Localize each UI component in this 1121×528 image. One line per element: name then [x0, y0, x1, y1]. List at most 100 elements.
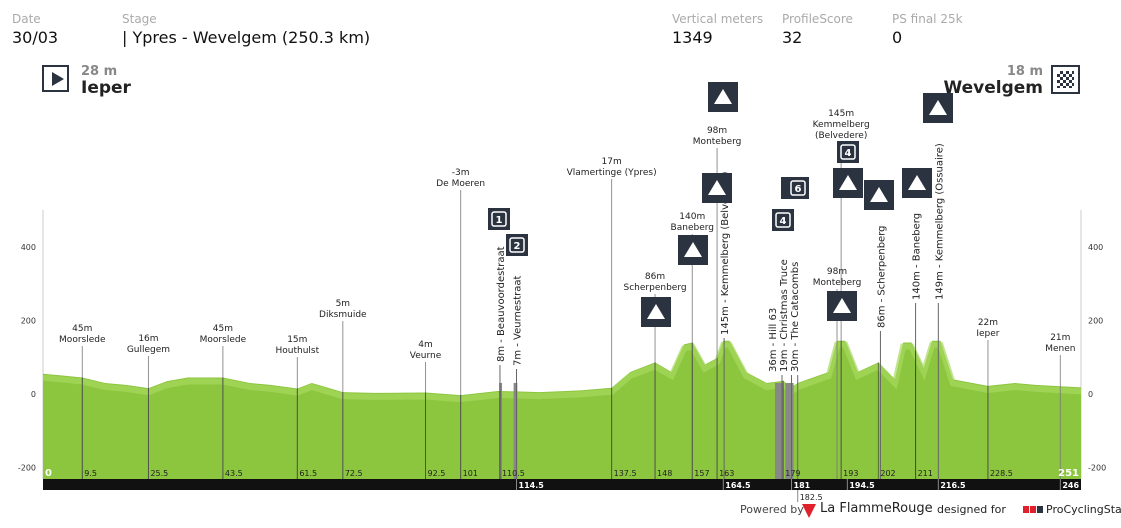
sector-box [787, 177, 809, 199]
finish-info: 18 m Wevelgem [943, 64, 1043, 97]
flammerouge-logo-icon [802, 504, 816, 518]
checkered-flag-icon [1051, 65, 1080, 94]
climb-label: 8m - Beauvoordestraat [496, 246, 507, 362]
finish-elev: 18 m [1006, 64, 1043, 79]
waypoint-name: Veurne [410, 351, 442, 361]
sector-box-frame [491, 211, 507, 227]
waypoint-elev: 5m [336, 299, 351, 309]
waypoint-name: Moorslede [200, 335, 247, 345]
mountain-icon-glyph [870, 187, 888, 202]
mountain-icon-glyph [647, 304, 665, 319]
km-label: 114.5 [519, 481, 545, 490]
waypoint-name: Kemmelberg [813, 120, 870, 130]
km-label: 61.5 [299, 469, 317, 478]
mountain-icon-glyph [684, 242, 702, 257]
waypoint-elev: 16m [138, 334, 158, 344]
waypoint-name: (Belvedere) [815, 131, 867, 141]
sector-box [506, 234, 528, 256]
y-tick-label: 200 [21, 317, 36, 326]
stage-value: | Ypres - Wevelgem (250.3 km) [122, 28, 371, 47]
km-label: 92.5 [428, 469, 446, 478]
start-elev: 28 m [81, 64, 118, 79]
waypoint-elev: 22m [978, 318, 998, 328]
vm-value: 1349 [672, 28, 713, 47]
km-label: 148 [657, 469, 672, 478]
pcs-logo-icon [1023, 506, 1043, 513]
profile-highlight [42, 341, 1082, 403]
y-tick-label: -200 [18, 464, 36, 473]
km-label: 181 [794, 481, 811, 490]
ps25-label: PS final 25k [892, 12, 963, 26]
waypoint-elev: -3m [452, 168, 470, 178]
km-label: 101 [463, 469, 478, 478]
climb-label: 19m - Christmas Truce [779, 259, 790, 372]
km-label: 246 [1062, 481, 1079, 490]
sector-number: 1 [496, 215, 503, 226]
km-label: 202 [880, 469, 895, 478]
ps25-value: 0 [892, 28, 903, 47]
date-value: 30/03 [12, 28, 59, 47]
date-label: Date [12, 12, 41, 26]
km-label: 0 [45, 468, 52, 479]
km-label: 110.5 [502, 469, 525, 478]
sector-number: 6 [795, 184, 802, 195]
sector-box-frame [790, 180, 806, 196]
km-label: 194.5 [849, 481, 875, 490]
stage-label: Stage [122, 12, 157, 26]
km-label: 164.5 [725, 481, 751, 490]
km-label: 9.5 [84, 469, 97, 478]
km-label: 228.5 [990, 469, 1013, 478]
date-field: Date 30/03 [12, 12, 58, 47]
sector-box [772, 209, 794, 231]
waypoint-name: Houthulst [276, 346, 320, 356]
mountain-icon-glyph [714, 89, 732, 104]
profile-area [43, 340, 1081, 479]
y-tick-label: 400 [1088, 243, 1103, 252]
climb-label: 7m - Veurnestraat [513, 275, 524, 366]
sector-box-frame [775, 212, 791, 228]
ps-label: ProfileScore [782, 12, 853, 26]
waypoint-elev: 21m [1050, 333, 1070, 343]
y-tick-label: -200 [1088, 464, 1106, 473]
y-tick-label: 400 [21, 243, 36, 252]
sector-box [488, 208, 510, 230]
km-label: 163 [719, 469, 734, 478]
km-label: 193 [843, 469, 858, 478]
km-label: 179 [785, 469, 800, 478]
km-bar [43, 479, 1081, 490]
sector-number: 2 [514, 241, 521, 252]
mountain-icon-glyph [839, 175, 857, 190]
climb-label: 36m - Hill 63 [768, 308, 779, 372]
waypoint-name: Ieper [976, 329, 999, 339]
flammerouge-brand[interactable]: La FlammeRouge [820, 501, 933, 516]
waypoint-name: Baneberg [671, 223, 714, 233]
sector-number: 4 [780, 216, 787, 227]
waypoint-name: Vlamertinge (Ypres) [567, 168, 657, 178]
ps-value: 32 [782, 28, 803, 47]
vertical-meters-field: Vertical meters 1349 [672, 12, 763, 47]
mountain-icon-glyph [908, 175, 926, 190]
cobble-sector [774, 382, 784, 479]
climb-label: 145m - Kemmelberg (Belvedere) [720, 171, 731, 335]
cobble-sector [499, 382, 503, 479]
pcs-brand[interactable]: ProCyclingStats [1046, 503, 1121, 516]
waypoint-elev: 4m [418, 340, 433, 350]
waypoint-elev: 98m [707, 126, 727, 136]
km-label: 72.5 [345, 469, 363, 478]
climb-label: 140m - Baneberg [912, 213, 923, 300]
km-label: 182.5 [800, 493, 823, 502]
sector-box-frame [509, 237, 525, 253]
waypoint-name: Menen [1045, 344, 1075, 354]
powered-by: Powered by [740, 503, 804, 516]
km-label: 211 [918, 469, 933, 478]
sector-number: 4 [845, 148, 852, 159]
cobble-sector [513, 382, 518, 479]
y-tick-label: 0 [31, 390, 36, 399]
km-label: 43.5 [225, 469, 243, 478]
waypoint-elev: 45m [72, 324, 92, 334]
mountain-icon-glyph [833, 298, 851, 313]
profile-score-field: ProfileScore 32 [782, 12, 853, 47]
start-icon [42, 65, 69, 92]
km-label: 25.5 [150, 469, 168, 478]
